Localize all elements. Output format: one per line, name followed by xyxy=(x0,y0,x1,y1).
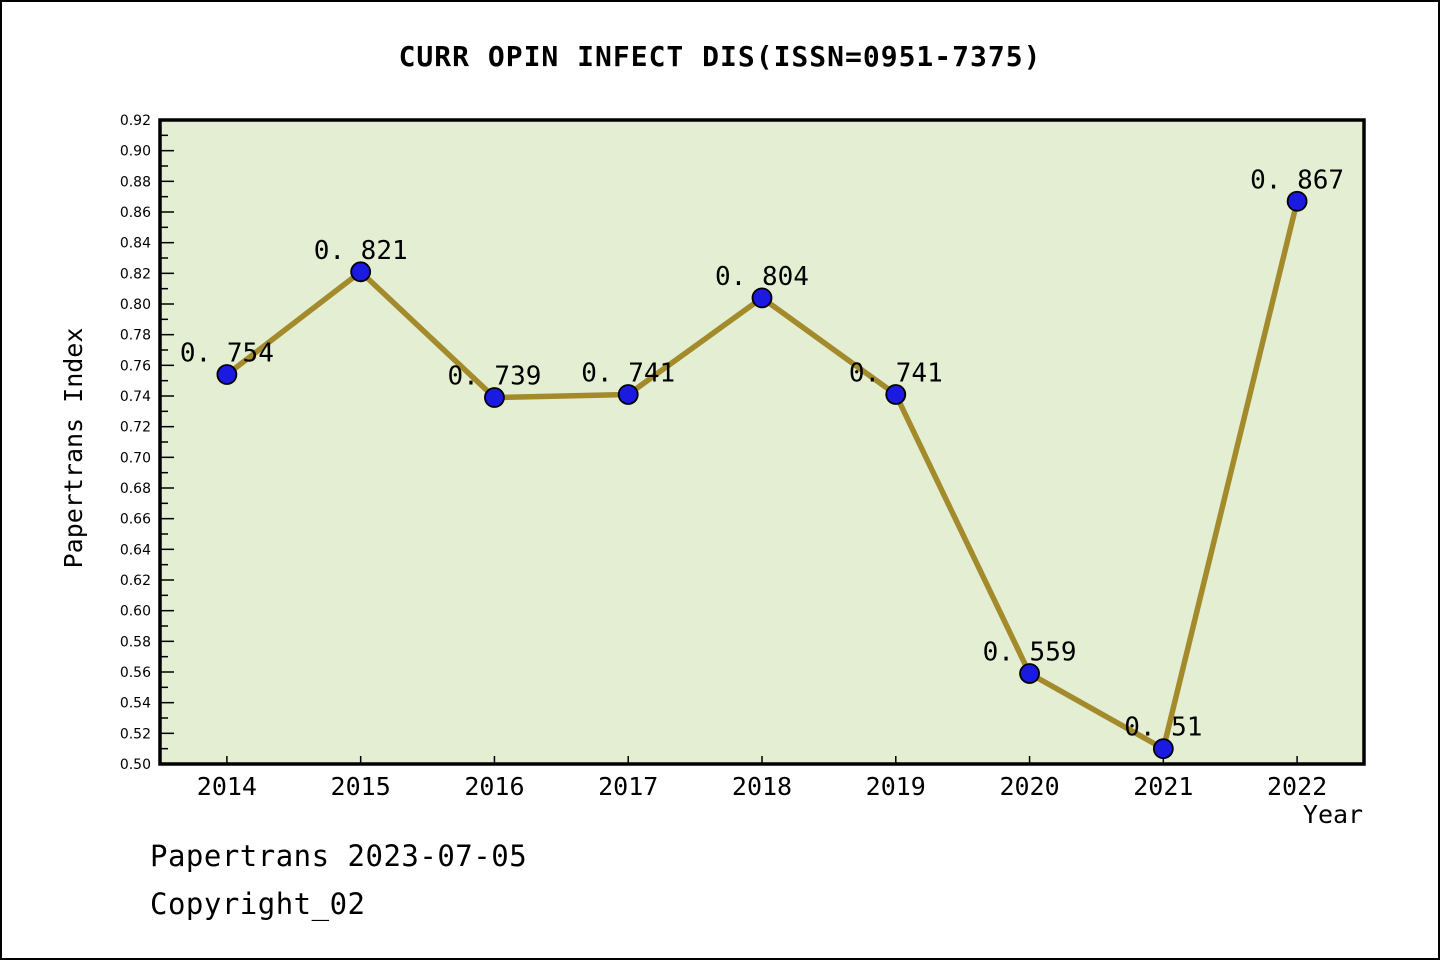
data-point xyxy=(617,384,639,405)
y-axis-tick-label: 0.78 xyxy=(120,328,151,344)
y-axis-tick-label: 0.70 xyxy=(120,450,151,466)
data-point-label: 0. 867 xyxy=(1250,165,1344,195)
plot-area xyxy=(160,120,1364,764)
x-axis-tick-label: 2018 xyxy=(732,772,792,801)
y-axis-tick-label: 0.58 xyxy=(120,634,151,650)
x-axis-tick-label: 2017 xyxy=(598,772,658,801)
y-axis-tick-label: 0.56 xyxy=(120,665,151,681)
y-axis-tick-label: 0.60 xyxy=(120,604,151,620)
data-point xyxy=(1019,663,1040,684)
x-axis-tick-label: 2016 xyxy=(464,772,524,801)
data-point-label: 0. 821 xyxy=(314,236,408,266)
y-axis-tick-label: 0.82 xyxy=(120,266,151,282)
x-axis-tick-label: 2014 xyxy=(197,772,257,801)
x-axis-tick-label: 2022 xyxy=(1267,772,1327,801)
data-point-label: 0. 741 xyxy=(849,358,943,388)
data-point xyxy=(1286,190,1308,212)
data-point-label: 0. 754 xyxy=(180,339,274,369)
y-axis-tick-label: 0.84 xyxy=(120,236,151,252)
y-axis-tick-label: 0.76 xyxy=(120,358,151,374)
x-axis-tick-label: 2021 xyxy=(1133,772,1193,801)
y-axis-title: Papertrans Index xyxy=(59,328,88,569)
data-point xyxy=(216,364,238,385)
x-axis-tick-label: 2019 xyxy=(866,772,926,801)
y-axis-tick-label: 0.68 xyxy=(120,481,151,497)
y-axis-tick-label: 0.54 xyxy=(120,696,151,712)
y-axis-tick-label: 0.66 xyxy=(120,512,151,528)
y-axis-tick-label: 0.64 xyxy=(120,542,151,558)
x-axis-tick-label: 2020 xyxy=(999,772,1059,801)
footer-source-date: Papertrans 2023-07-05 xyxy=(150,839,528,873)
y-axis-tick-label: 0.50 xyxy=(120,757,151,773)
data-point xyxy=(350,261,372,283)
y-axis-tick-label: 0.74 xyxy=(120,389,151,405)
data-point xyxy=(484,387,505,408)
x-axis-tick-label: 2015 xyxy=(331,772,391,801)
y-axis-tick-label: 0.72 xyxy=(120,420,151,436)
data-point-label: 0. 739 xyxy=(447,362,541,392)
footer-copyright: Copyright_02 xyxy=(150,887,366,921)
data-point xyxy=(885,384,907,405)
y-axis-tick-label: 0.88 xyxy=(120,174,151,190)
data-point-label: 0. 804 xyxy=(715,262,809,292)
y-axis-tick-label: 0.52 xyxy=(120,726,151,742)
y-axis-tick-label: 0.62 xyxy=(120,573,151,589)
y-axis-tick-label: 0.80 xyxy=(120,297,151,313)
chart-title: CURR OPIN INFECT DIS(ISSN=0951-7375) xyxy=(398,40,1042,73)
data-point-label: 0. 51 xyxy=(1124,713,1202,743)
data-point-label: 0. 741 xyxy=(581,358,675,388)
plot-frame xyxy=(158,118,1366,766)
data-point-label: 0. 559 xyxy=(983,638,1077,668)
y-axis-tick-label: 0.86 xyxy=(120,205,151,221)
y-axis-tick-label: 0.92 xyxy=(120,113,151,129)
y-axis-tick-label: 0.90 xyxy=(120,144,151,160)
x-axis-title: Year xyxy=(1303,800,1363,829)
data-point xyxy=(751,287,773,309)
data-point xyxy=(1152,738,1174,760)
